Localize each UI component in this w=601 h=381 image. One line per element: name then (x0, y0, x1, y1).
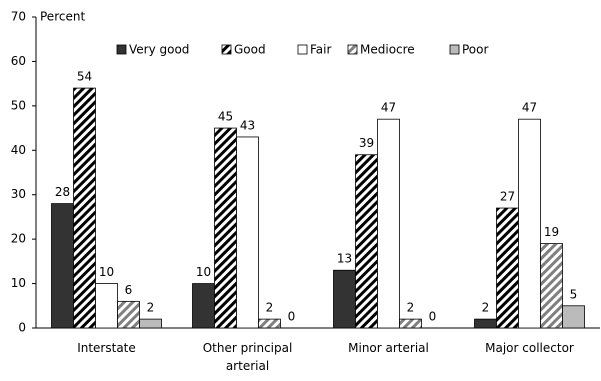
y-tick-label: 0 (18, 321, 26, 335)
bar (333, 269, 356, 329)
x-tick-label: Major collector (485, 341, 574, 355)
data-label: 2 (147, 301, 155, 315)
bar (258, 318, 281, 329)
data-label: 13 (337, 252, 352, 266)
data-label: 5 (570, 287, 578, 301)
bar (73, 87, 96, 329)
x-tick-label: Other principal arterial (202, 341, 293, 373)
bar (496, 207, 519, 329)
y-tick-label: 10 (11, 276, 26, 290)
data-label: 45 (218, 110, 233, 124)
x-tick-label: Interstate (77, 341, 136, 355)
bar (474, 318, 497, 329)
bar (399, 318, 422, 329)
data-label: 19 (544, 225, 559, 239)
data-label: 10 (99, 265, 114, 279)
data-label: 47 (381, 101, 396, 115)
bar (377, 118, 400, 329)
bar (236, 136, 259, 329)
data-label: 27 (500, 190, 515, 204)
data-label: 43 (240, 118, 255, 132)
bar (518, 118, 541, 329)
bar (95, 283, 118, 329)
data-label: 6 (125, 283, 133, 297)
data-label: 0 (288, 310, 296, 324)
bar (192, 283, 215, 329)
legend-swatch (347, 44, 358, 55)
data-label: 28 (55, 185, 70, 199)
legend-label: Fair (310, 43, 331, 57)
data-label: 47 (522, 101, 537, 115)
bar (355, 154, 378, 329)
bar (214, 127, 237, 329)
y-tick-label: 70 (11, 10, 26, 24)
legend-label: Very good (129, 43, 189, 57)
data-label: 54 (77, 70, 92, 84)
data-label: 39 (359, 136, 374, 150)
bar (540, 243, 563, 329)
bar (117, 300, 140, 329)
y-axis-label: Percent (40, 10, 85, 24)
legend-swatch (221, 44, 232, 55)
data-label: 2 (266, 301, 274, 315)
legend-swatch (297, 44, 308, 55)
data-label: 2 (407, 301, 415, 315)
legend-swatch (116, 44, 127, 55)
data-label: 2 (482, 301, 490, 315)
bar (51, 203, 74, 329)
y-tick-label: 20 (11, 232, 26, 246)
legend-label: Mediocre (360, 43, 415, 57)
x-tick-label: Minor arterial (348, 341, 429, 355)
y-tick-label: 60 (11, 54, 26, 68)
legend-label: Poor (462, 43, 488, 57)
legend-swatch (449, 44, 460, 55)
legend-label: Good (234, 43, 266, 57)
y-tick-label: 40 (11, 143, 26, 157)
y-tick-label: 50 (11, 98, 26, 112)
data-label: 0 (429, 310, 437, 324)
y-tick-label: 30 (11, 187, 26, 201)
bar (562, 305, 585, 329)
data-label: 10 (196, 265, 211, 279)
bar (139, 318, 162, 329)
